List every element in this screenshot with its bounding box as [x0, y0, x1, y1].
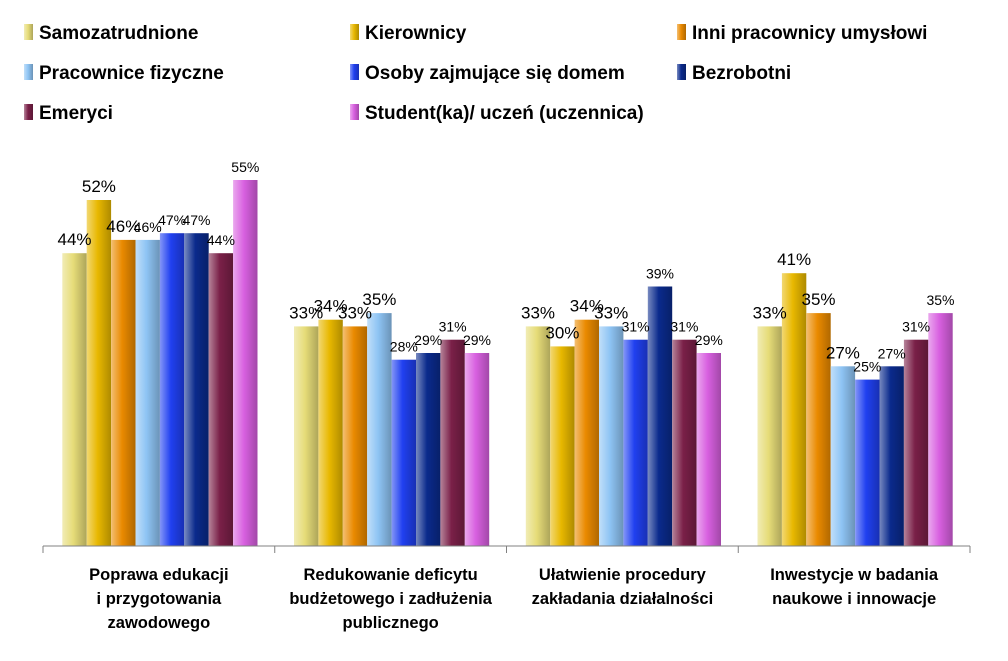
data-label: 44%	[57, 230, 91, 249]
data-label: 31%	[902, 319, 930, 335]
data-label: 27%	[826, 343, 860, 362]
data-label: 34%	[314, 297, 348, 316]
legend-item: Bezrobotni	[677, 63, 791, 84]
bar	[647, 286, 673, 546]
data-label: 35%	[362, 290, 396, 309]
bar	[781, 273, 807, 546]
legend-label: Student(ka)/ uczeń (uczennica)	[365, 103, 644, 124]
data-label: 31%	[622, 319, 650, 335]
bar	[855, 379, 880, 546]
data-label: 33%	[521, 303, 555, 322]
bar	[184, 233, 209, 546]
bar	[757, 326, 782, 546]
bar	[672, 339, 697, 546]
bar	[416, 353, 441, 546]
legend-swatch	[350, 24, 359, 40]
bar	[928, 313, 953, 546]
data-label: 33%	[338, 303, 372, 322]
data-label: 29%	[695, 332, 723, 348]
category-label: Inwestycje w badania naukowe i innowacje	[770, 566, 939, 608]
legend-item: Emeryci	[24, 103, 113, 124]
legend-swatch	[677, 64, 686, 80]
data-label: 31%	[670, 319, 698, 335]
data-label: 31%	[439, 319, 467, 335]
bar	[550, 346, 575, 546]
legend-item: Samozatrudnione	[24, 23, 198, 44]
bar	[135, 239, 160, 546]
data-label: 46%	[106, 217, 140, 236]
bar	[464, 353, 490, 546]
data-label: 52%	[82, 177, 116, 196]
legend-label: Osoby zajmujące się domem	[365, 63, 625, 84]
bar	[86, 200, 112, 546]
bar	[367, 313, 392, 546]
legend-label: Pracownice fizyczne	[39, 63, 224, 84]
data-label: 33%	[594, 303, 628, 322]
bar	[806, 313, 831, 546]
data-label: 39%	[646, 266, 674, 282]
data-label: 34%	[570, 297, 604, 316]
bar	[159, 233, 185, 546]
legend-swatch	[350, 64, 359, 80]
bar	[233, 180, 258, 546]
x-axis	[42, 545, 971, 553]
data-label: 28%	[390, 339, 418, 355]
plot-area	[62, 180, 953, 546]
data-label: 29%	[414, 332, 442, 348]
bar	[574, 319, 599, 546]
bar	[342, 326, 368, 546]
data-label: 47%	[182, 212, 210, 228]
data-label: 33%	[753, 303, 787, 322]
legend-swatch	[24, 24, 33, 40]
data-label: 55%	[231, 159, 259, 175]
data-label: 29%	[463, 332, 491, 348]
bar	[111, 239, 136, 546]
category-label: Poprawa edukacji i przygotowania zawodoweg…	[89, 566, 228, 632]
legend-swatch	[24, 64, 33, 80]
bar	[623, 339, 648, 546]
legend-item: Kierownicy	[350, 23, 467, 44]
category-labels: Poprawa edukacji i przygotowania zawodoweg…	[89, 566, 939, 632]
data-label: 47%	[158, 212, 186, 228]
legend-label: Samozatrudnione	[39, 23, 198, 44]
bar	[830, 366, 856, 546]
bar	[208, 253, 234, 546]
bar	[318, 319, 343, 546]
data-label: 41%	[777, 250, 811, 269]
data-label: 27%	[878, 345, 906, 361]
legend-label: Bezrobotni	[692, 63, 791, 84]
bar	[440, 339, 465, 546]
category-label: Redukowanie deficytu budżetowego i zadłuż…	[289, 566, 492, 632]
legend-label: Kierownicy	[365, 23, 467, 44]
data-label: 46%	[134, 219, 162, 235]
legend-swatch	[677, 24, 686, 40]
data-label: 30%	[545, 323, 579, 342]
bar	[599, 326, 624, 546]
bar	[62, 253, 87, 546]
legend-label: Emeryci	[39, 103, 113, 124]
legend: Samozatrudnione Kierownicy Inni pracownicy…	[24, 23, 927, 124]
data-label: 35%	[926, 292, 954, 308]
bar	[879, 366, 904, 546]
legend-item: Pracownice fizyczne	[24, 63, 224, 84]
bar	[391, 359, 416, 546]
legend-label: Inni pracownicy umysłowi	[692, 23, 927, 44]
data-label: 35%	[801, 290, 835, 309]
legend-item: Osoby zajmujące się domem	[350, 63, 625, 84]
legend-item: Inni pracownicy umysłowi	[677, 23, 927, 44]
bar	[696, 353, 721, 546]
legend-swatch	[24, 104, 33, 120]
data-labels: 44%52%46%46%47%47%44%55%33%34%33%35%28%2…	[57, 159, 954, 375]
legend-item: Student(ka)/ uczeń (uczennica)	[350, 103, 644, 124]
data-label: 33%	[289, 303, 323, 322]
data-label: 44%	[207, 232, 235, 248]
data-label: 25%	[853, 359, 881, 375]
category-label: Ułatwienie procedury zakładania działalno…	[532, 566, 714, 608]
legend-swatch	[350, 104, 359, 120]
bar	[903, 339, 929, 546]
bar	[525, 326, 551, 546]
bar	[294, 326, 319, 546]
